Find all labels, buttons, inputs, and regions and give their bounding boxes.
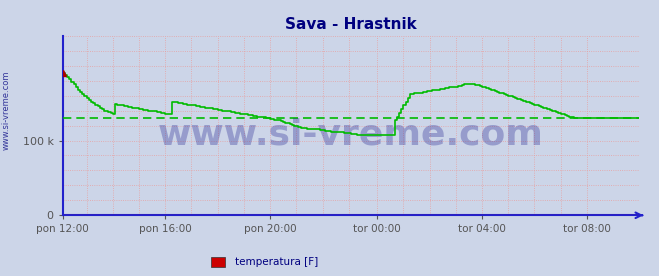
Title: Sava - Hrastnik: Sava - Hrastnik bbox=[285, 17, 416, 32]
Text: www.si-vreme.com: www.si-vreme.com bbox=[2, 71, 11, 150]
Text: temperatura [F]: temperatura [F] bbox=[235, 257, 318, 267]
Text: www.si-vreme.com: www.si-vreme.com bbox=[158, 118, 544, 152]
